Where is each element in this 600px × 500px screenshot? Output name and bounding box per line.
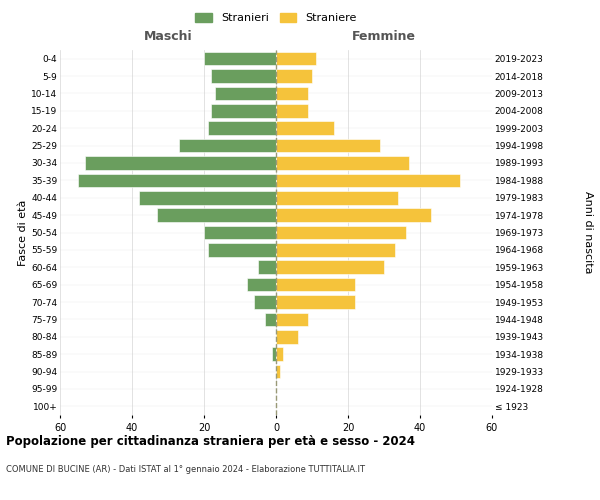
Bar: [208, 122, 276, 135]
Bar: [85, 156, 276, 170]
Bar: [204, 226, 276, 239]
Y-axis label: Fasce di età: Fasce di età: [18, 200, 28, 266]
Bar: [276, 122, 334, 135]
Text: Maschi: Maschi: [143, 30, 193, 43]
Bar: [276, 139, 380, 152]
Text: Femmine: Femmine: [352, 30, 416, 43]
Bar: [208, 243, 276, 256]
Bar: [139, 191, 276, 204]
Bar: [276, 191, 398, 204]
Bar: [276, 226, 406, 239]
Bar: [78, 174, 276, 187]
Legend: Stranieri, Straniere: Stranieri, Straniere: [191, 8, 361, 28]
Y-axis label: Anni di nascita: Anni di nascita: [583, 191, 593, 274]
Bar: [276, 70, 312, 83]
Bar: [276, 104, 308, 118]
Bar: [276, 365, 280, 378]
Bar: [276, 260, 384, 274]
Bar: [276, 156, 409, 170]
Bar: [204, 52, 276, 66]
Bar: [276, 348, 283, 361]
Bar: [276, 243, 395, 256]
Bar: [179, 139, 276, 152]
Bar: [276, 330, 298, 344]
Bar: [272, 348, 276, 361]
Bar: [254, 295, 276, 309]
Bar: [276, 278, 355, 291]
Text: Popolazione per cittadinanza straniera per età e sesso - 2024: Popolazione per cittadinanza straniera p…: [6, 435, 415, 448]
Bar: [211, 104, 276, 118]
Bar: [258, 260, 276, 274]
Bar: [215, 86, 276, 100]
Bar: [211, 70, 276, 83]
Bar: [265, 312, 276, 326]
Bar: [157, 208, 276, 222]
Bar: [276, 86, 308, 100]
Bar: [276, 312, 308, 326]
Text: COMUNE DI BUCINE (AR) - Dati ISTAT al 1° gennaio 2024 - Elaborazione TUTTITALIA.: COMUNE DI BUCINE (AR) - Dati ISTAT al 1°…: [6, 465, 365, 474]
Bar: [247, 278, 276, 291]
Bar: [276, 174, 460, 187]
Bar: [276, 52, 316, 66]
Bar: [276, 295, 355, 309]
Bar: [276, 208, 431, 222]
